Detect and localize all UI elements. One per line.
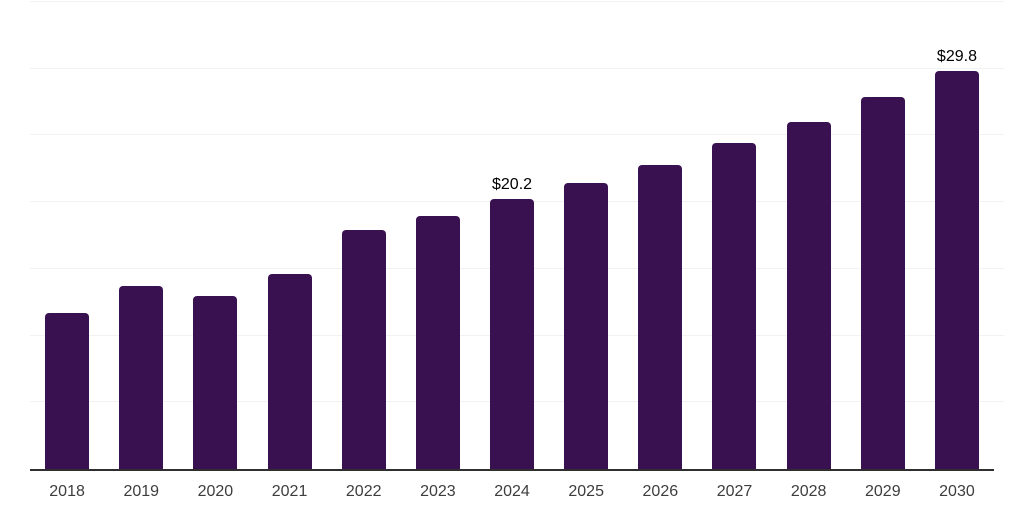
x-tick-label-2023: 2023 [420, 483, 456, 500]
x-axis-tick-labels: 2018 2019 2020 2021 2022 2023 2024 2025 2026 2027… [30, 483, 994, 501]
bar-2025 [564, 183, 609, 469]
x-tick-label-2020: 2020 [197, 483, 234, 500]
x-tick-label-2028: 2028 [790, 483, 827, 500]
x-tick-label-2027: 2027 [716, 483, 753, 500]
x-tick-label-2019: 2019 [123, 483, 160, 500]
bar-2021 [267, 274, 312, 469]
bar-2018 [45, 312, 90, 469]
bar-2027 [712, 143, 757, 469]
plot-area: $20.2 $29.8 [30, 1, 1004, 471]
x-tick-label-2021: 2021 [271, 483, 308, 500]
bar-2022 [341, 230, 386, 469]
bar-column-2028 [772, 2, 846, 469]
bar-column-2025 [549, 2, 623, 469]
bar-column-2021 [252, 2, 326, 469]
bar-2029 [860, 96, 905, 469]
bar-2026 [638, 164, 683, 469]
x-tick-label-2026: 2026 [642, 483, 679, 500]
bar-column-2029 [846, 2, 920, 469]
x-tick-label-2030: 2030 [939, 483, 975, 500]
bar-2020 [193, 295, 238, 469]
bar-value-label-2024: $20.2 [491, 176, 533, 194]
bar-column-2020 [178, 2, 252, 469]
x-tick-label-2024: 2024 [494, 483, 530, 500]
bar-column-2023 [401, 2, 475, 469]
bar-2030 [934, 71, 979, 469]
bar-2023 [415, 215, 460, 469]
x-tick-label-2025: 2025 [568, 483, 604, 500]
x-tick-label-2029: 2029 [865, 483, 901, 500]
x-axis-line [30, 469, 994, 471]
bar-2024 [490, 199, 535, 469]
bar-value-label-2030: $29.8 [936, 48, 977, 66]
gridline-30 [30, 67, 1004, 69]
bar-column-2019 [104, 2, 178, 469]
bars-container: $20.2 $29.8 [30, 2, 994, 469]
bar-column-2018 [30, 2, 104, 469]
bar-column-2024: $20.2 [475, 2, 549, 469]
gridline-25 [30, 134, 1004, 136]
bar-column-2026 [623, 2, 697, 469]
bar-column-2022 [327, 2, 401, 469]
x-tick-label-2022: 2022 [345, 483, 382, 500]
bar-column-2027 [697, 2, 771, 469]
bar-column-2030: $29.8 [920, 2, 994, 469]
bar-2028 [786, 122, 831, 469]
x-tick-label-2018: 2018 [49, 483, 85, 500]
bar-2019 [119, 286, 164, 469]
gridline-35 [30, 1, 1004, 2]
